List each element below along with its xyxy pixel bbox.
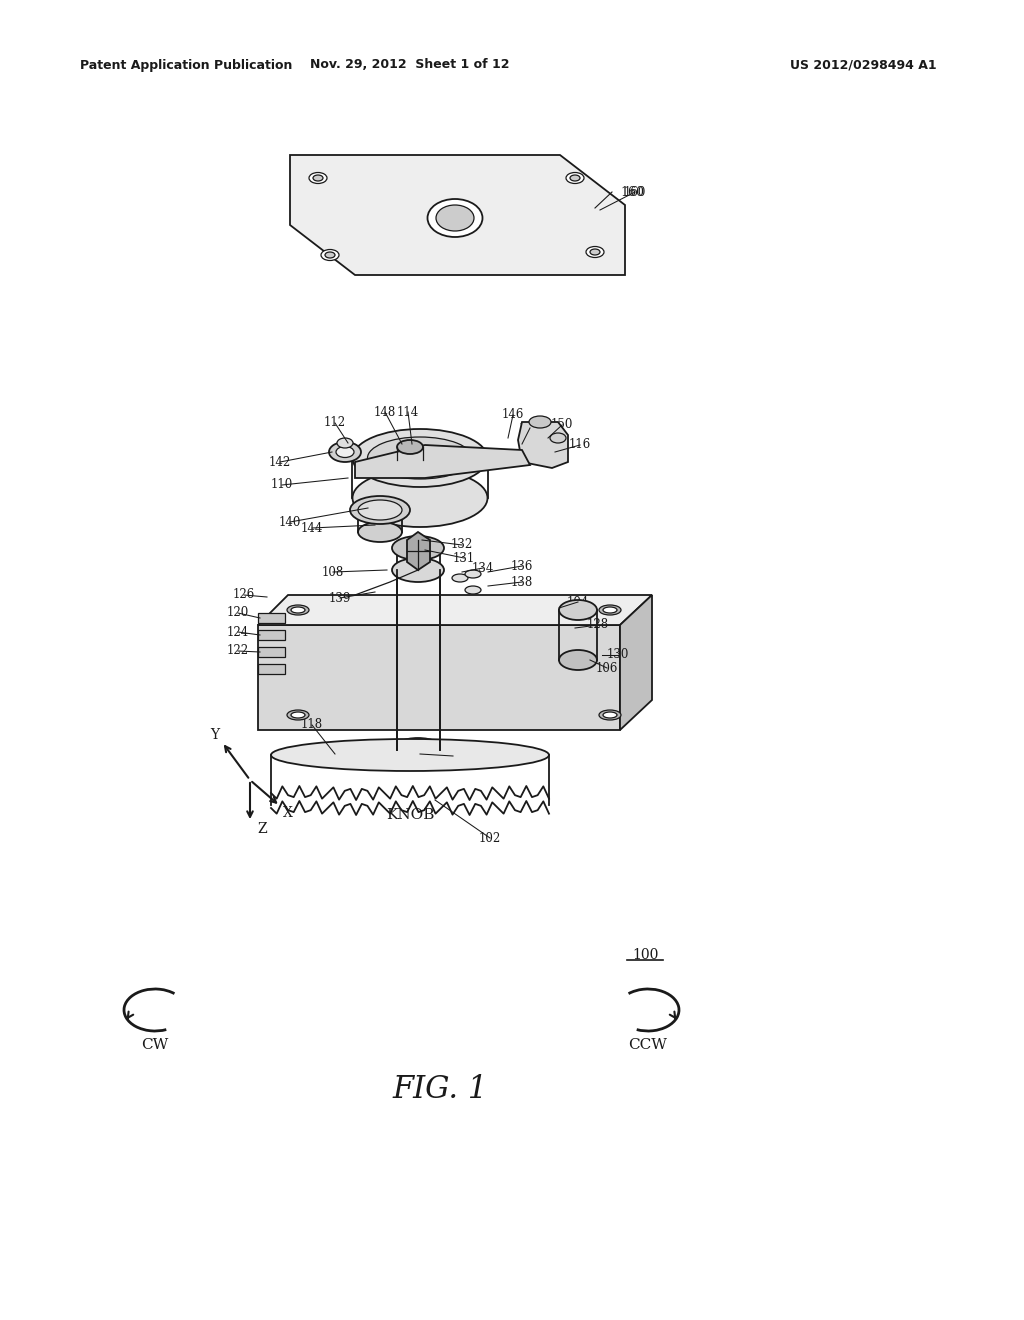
Text: 148: 148 <box>374 405 396 418</box>
Ellipse shape <box>452 574 468 582</box>
Text: 112: 112 <box>324 417 346 429</box>
Text: 139: 139 <box>329 591 351 605</box>
Ellipse shape <box>603 711 617 718</box>
Ellipse shape <box>352 469 487 527</box>
Text: 150: 150 <box>551 418 573 432</box>
Text: Y: Y <box>211 729 219 742</box>
Ellipse shape <box>559 601 597 620</box>
Text: 102: 102 <box>479 832 501 845</box>
Ellipse shape <box>465 586 481 594</box>
Ellipse shape <box>570 176 580 181</box>
Text: 128: 128 <box>587 619 609 631</box>
Ellipse shape <box>465 570 481 578</box>
Text: Nov. 29, 2012  Sheet 1 of 12: Nov. 29, 2012 Sheet 1 of 12 <box>310 58 510 71</box>
Ellipse shape <box>358 500 402 520</box>
Ellipse shape <box>392 558 444 582</box>
Text: 110: 110 <box>271 479 293 491</box>
Text: 136: 136 <box>511 560 534 573</box>
Text: X: X <box>283 807 293 820</box>
Ellipse shape <box>427 199 482 238</box>
Ellipse shape <box>599 605 621 615</box>
Ellipse shape <box>325 252 335 257</box>
Ellipse shape <box>392 738 444 762</box>
Ellipse shape <box>599 710 621 719</box>
Text: 122: 122 <box>227 644 249 657</box>
Ellipse shape <box>550 433 566 444</box>
Text: 132: 132 <box>451 539 473 552</box>
Text: KNOB: KNOB <box>386 808 434 822</box>
Ellipse shape <box>313 176 323 181</box>
Ellipse shape <box>397 440 423 454</box>
Text: 131: 131 <box>453 552 475 565</box>
Text: 142: 142 <box>269 455 291 469</box>
Text: FIG. 1: FIG. 1 <box>392 1074 487 1106</box>
Text: 130: 130 <box>607 648 629 661</box>
Text: Patent Application Publication: Patent Application Publication <box>80 58 293 71</box>
Polygon shape <box>258 630 285 640</box>
Ellipse shape <box>566 173 584 183</box>
Polygon shape <box>290 154 625 275</box>
Ellipse shape <box>358 521 402 543</box>
Ellipse shape <box>350 496 410 524</box>
Ellipse shape <box>559 649 597 671</box>
Text: 106: 106 <box>596 661 618 675</box>
Ellipse shape <box>368 437 472 479</box>
Polygon shape <box>620 595 652 730</box>
Text: 120: 120 <box>227 606 249 619</box>
Ellipse shape <box>287 710 309 719</box>
Polygon shape <box>258 624 620 730</box>
Ellipse shape <box>529 416 551 428</box>
Polygon shape <box>258 647 285 657</box>
Ellipse shape <box>309 173 327 183</box>
Polygon shape <box>518 422 568 469</box>
Text: 118: 118 <box>301 718 323 731</box>
Ellipse shape <box>329 442 361 462</box>
Text: 138: 138 <box>511 576 534 589</box>
Ellipse shape <box>352 429 487 487</box>
Ellipse shape <box>287 605 309 615</box>
Text: 124: 124 <box>227 626 249 639</box>
Ellipse shape <box>586 247 604 257</box>
Ellipse shape <box>392 536 444 560</box>
Text: CCW: CCW <box>629 1038 668 1052</box>
Polygon shape <box>258 612 285 623</box>
Ellipse shape <box>291 607 305 612</box>
Text: 160: 160 <box>624 186 646 198</box>
Ellipse shape <box>436 205 474 231</box>
Ellipse shape <box>603 607 617 612</box>
Text: CW: CW <box>141 1038 169 1052</box>
Text: 116: 116 <box>569 438 591 451</box>
Ellipse shape <box>337 438 353 447</box>
Ellipse shape <box>590 249 600 255</box>
Text: 134: 134 <box>472 561 495 574</box>
Text: 114: 114 <box>397 405 419 418</box>
Text: 144: 144 <box>301 521 324 535</box>
Polygon shape <box>355 445 530 478</box>
Polygon shape <box>258 595 652 624</box>
Text: 100: 100 <box>632 948 658 962</box>
Text: 108: 108 <box>322 565 344 578</box>
Text: 126: 126 <box>232 589 255 602</box>
Polygon shape <box>258 664 285 675</box>
Polygon shape <box>407 532 430 570</box>
Ellipse shape <box>291 711 305 718</box>
Text: US 2012/0298494 A1: US 2012/0298494 A1 <box>790 58 937 71</box>
Text: 152: 152 <box>519 421 541 434</box>
Ellipse shape <box>321 249 339 260</box>
Text: 104: 104 <box>567 595 589 609</box>
Text: 160: 160 <box>620 186 644 198</box>
Ellipse shape <box>271 739 549 771</box>
Text: 140: 140 <box>279 516 301 528</box>
Ellipse shape <box>336 446 354 458</box>
Text: 146: 146 <box>502 408 524 421</box>
Text: 126: 126 <box>442 750 464 763</box>
Text: Z: Z <box>257 822 267 836</box>
